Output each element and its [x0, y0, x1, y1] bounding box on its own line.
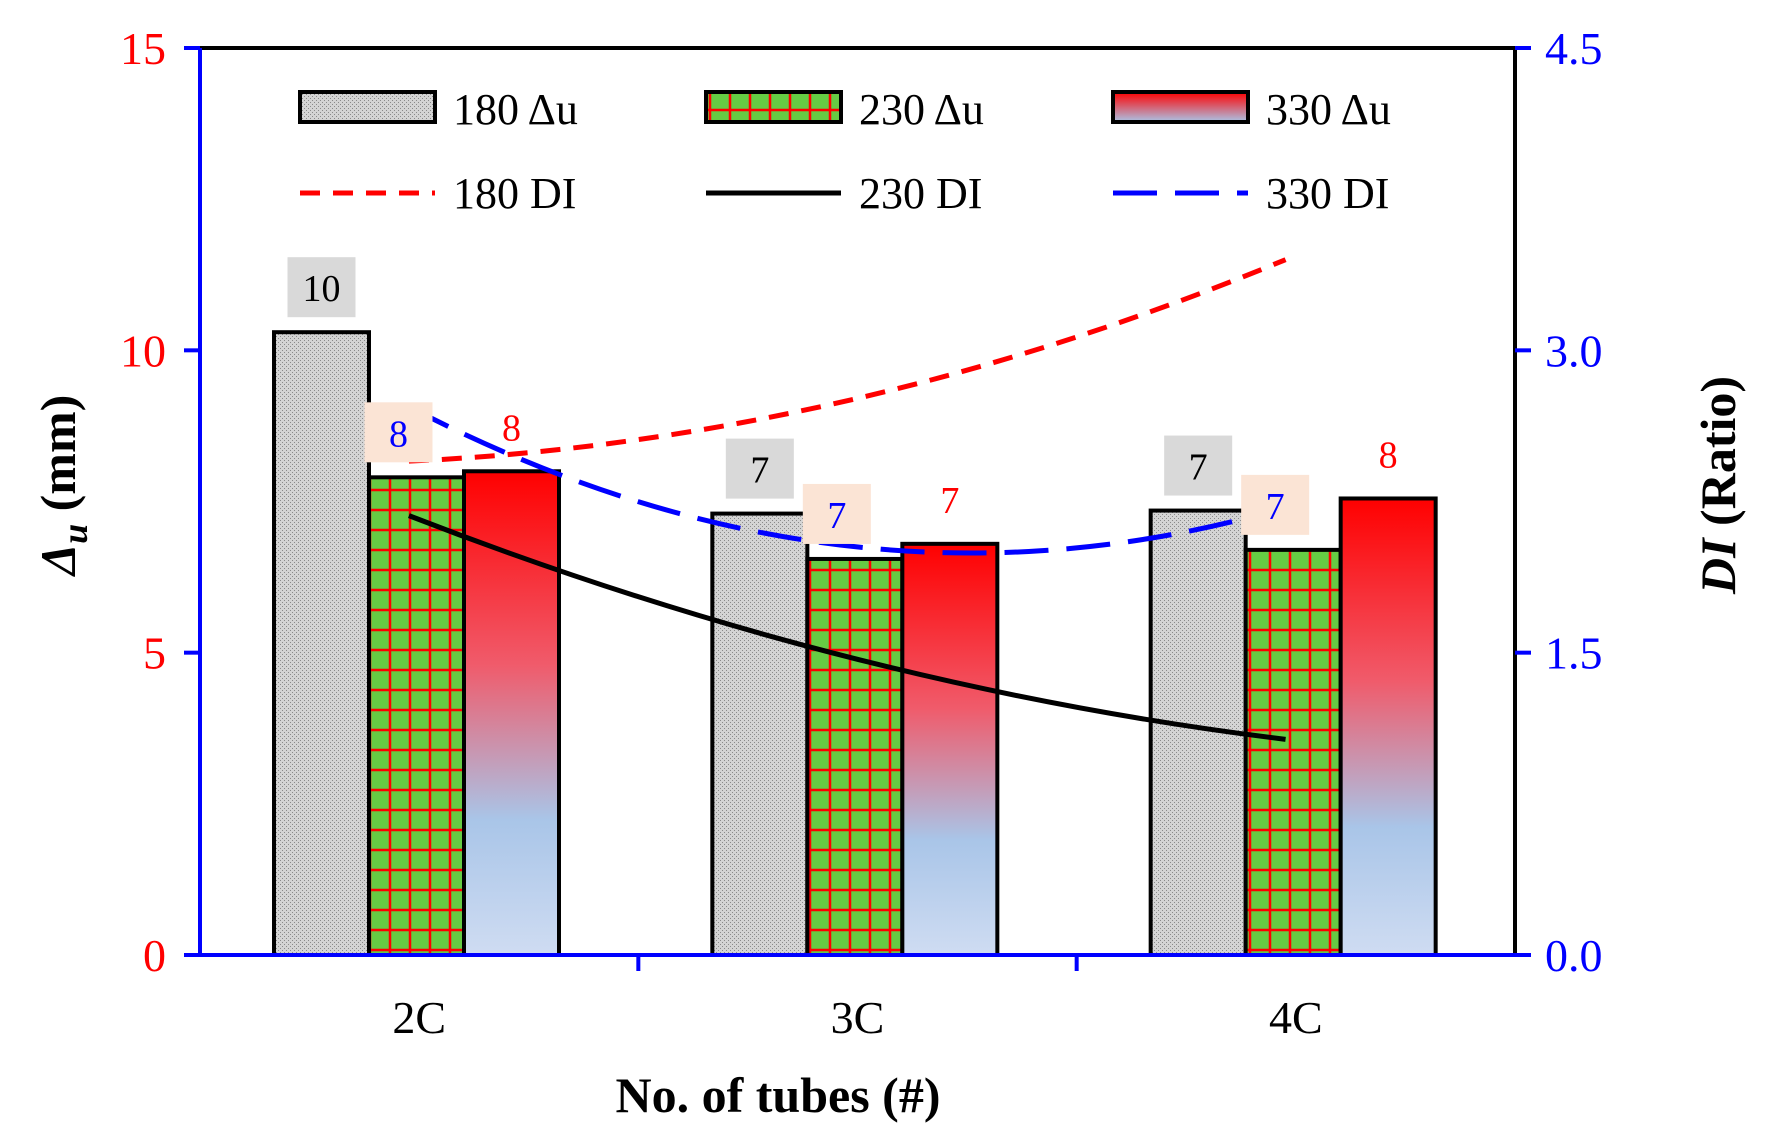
data-label-330-3C: 7 — [940, 480, 959, 522]
data-label-330-4C: 8 — [1379, 434, 1398, 476]
legend-label-230-di: 230 DI — [859, 169, 982, 218]
bar-180-2C — [272, 330, 371, 957]
legend-swatch-230-du — [704, 90, 843, 124]
legend-label-230-du: 230 Δu — [859, 85, 984, 134]
data-label-230-3C-box — [802, 483, 871, 544]
y-axis-title-symbol: Δ — [30, 544, 86, 577]
line-180-di — [408, 257, 1287, 464]
legend-swatch-180-du — [298, 90, 437, 124]
data-label-230-4C: 7 — [1266, 486, 1285, 528]
y-tick-label: 0 — [143, 930, 166, 981]
svg-text:Δu (mm): Δu (mm) — [30, 395, 95, 578]
y-axis-title: Δu (mm) — [30, 395, 95, 578]
line-330-di — [407, 404, 1287, 556]
y2-axis-title-symbol: DI — [1690, 537, 1746, 595]
data-label-180-2C: 10 — [303, 268, 341, 310]
data-label-180-4C-box — [1164, 435, 1233, 496]
legend-label-330-di: 330 DI — [1266, 169, 1389, 218]
y-tick-label: 5 — [143, 628, 166, 679]
legend-label-330-du: 330 Δu — [1266, 85, 1391, 134]
data-label-180-2C-box — [287, 257, 356, 318]
x-tick-label: 2C — [392, 992, 446, 1043]
data-label-230-3C: 7 — [827, 495, 846, 537]
data-label-180-3C-box — [725, 438, 794, 499]
y-axis-title-subscript: u — [55, 524, 95, 544]
bar-180-3C — [710, 511, 810, 957]
data-label-180-4C: 7 — [1189, 447, 1208, 489]
legend-swatch-330-du — [1111, 90, 1250, 124]
bar-330-4C — [1338, 496, 1438, 957]
y-tick-label: 10 — [120, 325, 166, 376]
data-label-230-2C: 8 — [389, 413, 408, 455]
x-tick-label: 4C — [1269, 992, 1323, 1043]
data-label-180-3C: 7 — [750, 450, 769, 492]
legend: 180 Δu 230 Δu 330 Δu 180 DI 230 DI 330 D… — [298, 85, 1391, 218]
data-label-330-2C: 8 — [502, 407, 521, 449]
y-axis-title-unit: (mm) — [30, 395, 86, 524]
y2-tick-label: 0.0 — [1545, 930, 1603, 981]
data-label-230-4C-box — [1241, 474, 1310, 535]
bar-230-3C — [805, 556, 905, 958]
x-axis-title: No. of tubes (#) — [616, 1067, 941, 1123]
data-label-230-2C-box — [364, 402, 433, 463]
line-230-di — [407, 513, 1286, 742]
x-tick-label: 3C — [831, 992, 885, 1043]
y2-tick-label: 4.5 — [1545, 23, 1603, 74]
bar-330-3C — [900, 541, 1000, 957]
legend-label-180-di: 180 DI — [453, 169, 576, 218]
y-tick-label: 15 — [120, 23, 166, 74]
bar-230-2C — [367, 475, 466, 957]
legend-label-180-du: 180 Δu — [453, 85, 578, 134]
svg-text:DI (Ratio): DI (Ratio) — [1690, 376, 1746, 595]
y2-tick-label: 1.5 — [1545, 628, 1603, 679]
bar-230-4C — [1243, 547, 1343, 958]
y2-axis-title: DI (Ratio) — [1690, 376, 1746, 595]
y2-tick-label: 3.0 — [1545, 325, 1603, 376]
y2-axis-title-unit: (Ratio) — [1690, 376, 1746, 538]
